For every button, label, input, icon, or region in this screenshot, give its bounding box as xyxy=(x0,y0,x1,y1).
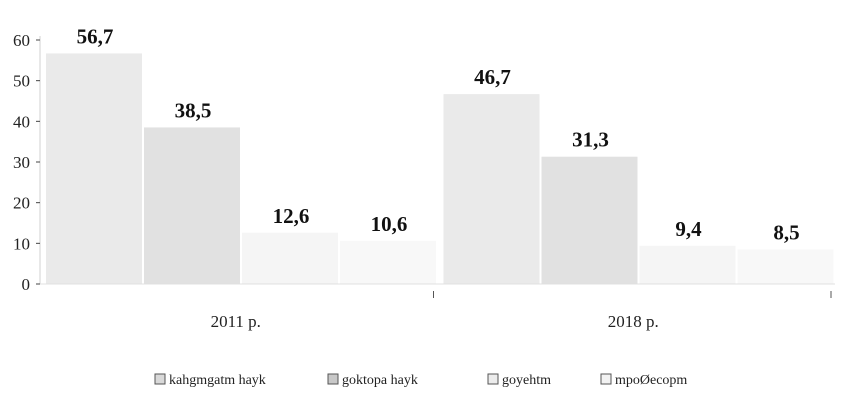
y-tick-label: 10 xyxy=(13,234,30,253)
legend: kahgmgatm hayk goktopa hayk goyehtm mpoØeco… xyxy=(154,373,687,388)
data-label: 46,7 xyxy=(474,65,511,89)
legend-label: kahgmgatm hayk xyxy=(169,373,266,388)
y-tick-label: 30 xyxy=(13,153,30,172)
data-label: 10,6 xyxy=(371,212,408,236)
bar-0-3 xyxy=(340,240,436,284)
bars: 56,7 38,5 12,6 10,6 46,7 31,3 9,4 8,5 xyxy=(46,24,834,284)
bar-0-0 xyxy=(46,53,142,284)
bar-1-2 xyxy=(639,245,736,284)
x-axis: 2011 р. 2018 р. xyxy=(40,283,835,331)
data-label: 38,5 xyxy=(175,98,212,122)
legend-label: goyehtm xyxy=(502,373,551,388)
data-label: 9,4 xyxy=(675,217,702,241)
data-label: 12,6 xyxy=(273,204,310,228)
bar-0-2 xyxy=(242,232,338,284)
y-axis: 0 10 20 30 40 50 60 xyxy=(13,31,41,294)
legend-swatch xyxy=(600,373,612,385)
data-label: 56,7 xyxy=(77,24,114,48)
bar-1-3 xyxy=(737,249,834,284)
bar-1-0 xyxy=(443,94,540,284)
data-label: 31,3 xyxy=(572,128,609,152)
bar-1-1 xyxy=(541,156,638,284)
y-tick-label: 40 xyxy=(13,112,30,131)
legend-label: mpoØecopm xyxy=(615,373,687,388)
y-tick-label: 60 xyxy=(13,31,30,50)
y-tick-label: 20 xyxy=(13,194,30,213)
category-label: 2011 р. xyxy=(211,312,261,331)
legend-swatch xyxy=(487,373,499,385)
category-label: 2018 р. xyxy=(608,312,659,331)
y-tick-label: 50 xyxy=(13,72,30,91)
y-tick-label: 0 xyxy=(22,275,31,294)
data-label: 8,5 xyxy=(773,220,799,244)
legend-swatch xyxy=(327,373,339,385)
legend-swatch xyxy=(154,373,166,385)
bar-0-1 xyxy=(144,127,240,284)
legend-label: goktopa hayk xyxy=(342,373,418,388)
